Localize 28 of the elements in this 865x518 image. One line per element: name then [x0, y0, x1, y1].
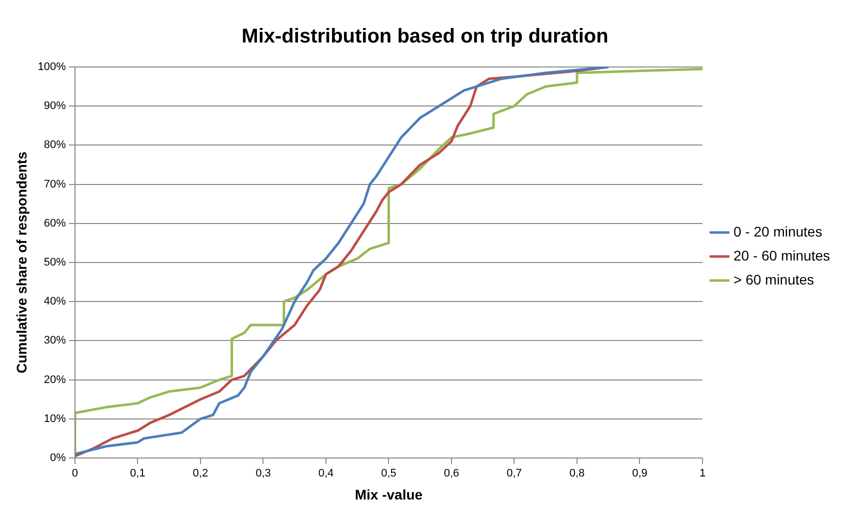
y-tick-label: 90%	[44, 100, 66, 112]
y-tick-label: 30%	[44, 334, 66, 347]
chart-title: Mix-distribution based on trip duration	[242, 26, 608, 48]
y-axis-title: Cumulative share of respondents	[13, 151, 30, 374]
y-tick-label: 70%	[44, 178, 66, 190]
y-tick-label: 10%	[44, 412, 66, 425]
x-tick-label: 0,9	[632, 468, 648, 480]
y-tick-label: 100%	[38, 61, 66, 74]
x-tick-label: 0,8	[569, 468, 585, 480]
x-axis-title: Mix -value	[354, 486, 423, 502]
x-tick-label: 0,3	[256, 468, 271, 480]
legend-label: > 60 minutes	[734, 271, 814, 288]
x-tick-label: 0,6	[444, 468, 460, 480]
legend-label: 20 - 60 minutes	[734, 247, 830, 264]
y-tick-label: 40%	[44, 296, 66, 308]
x-tick-label: 0,5	[381, 468, 396, 480]
y-tick-label: 60%	[44, 217, 66, 230]
x-tick-label: 0,4	[318, 468, 334, 480]
x-tick-label: 0,1	[130, 468, 146, 480]
x-tick-label: 0,7	[506, 468, 522, 480]
x-tick-label: 1	[699, 468, 706, 480]
y-tick-label: 50%	[44, 256, 66, 269]
x-tick-label: 0,2	[192, 468, 208, 480]
y-tick-label: 0%	[50, 452, 66, 464]
x-tick-label: 0	[72, 468, 78, 480]
y-tick-label: 80%	[44, 139, 66, 152]
legend-label: 0 - 20 minutes	[734, 223, 822, 240]
y-tick-label: 20%	[44, 374, 66, 386]
